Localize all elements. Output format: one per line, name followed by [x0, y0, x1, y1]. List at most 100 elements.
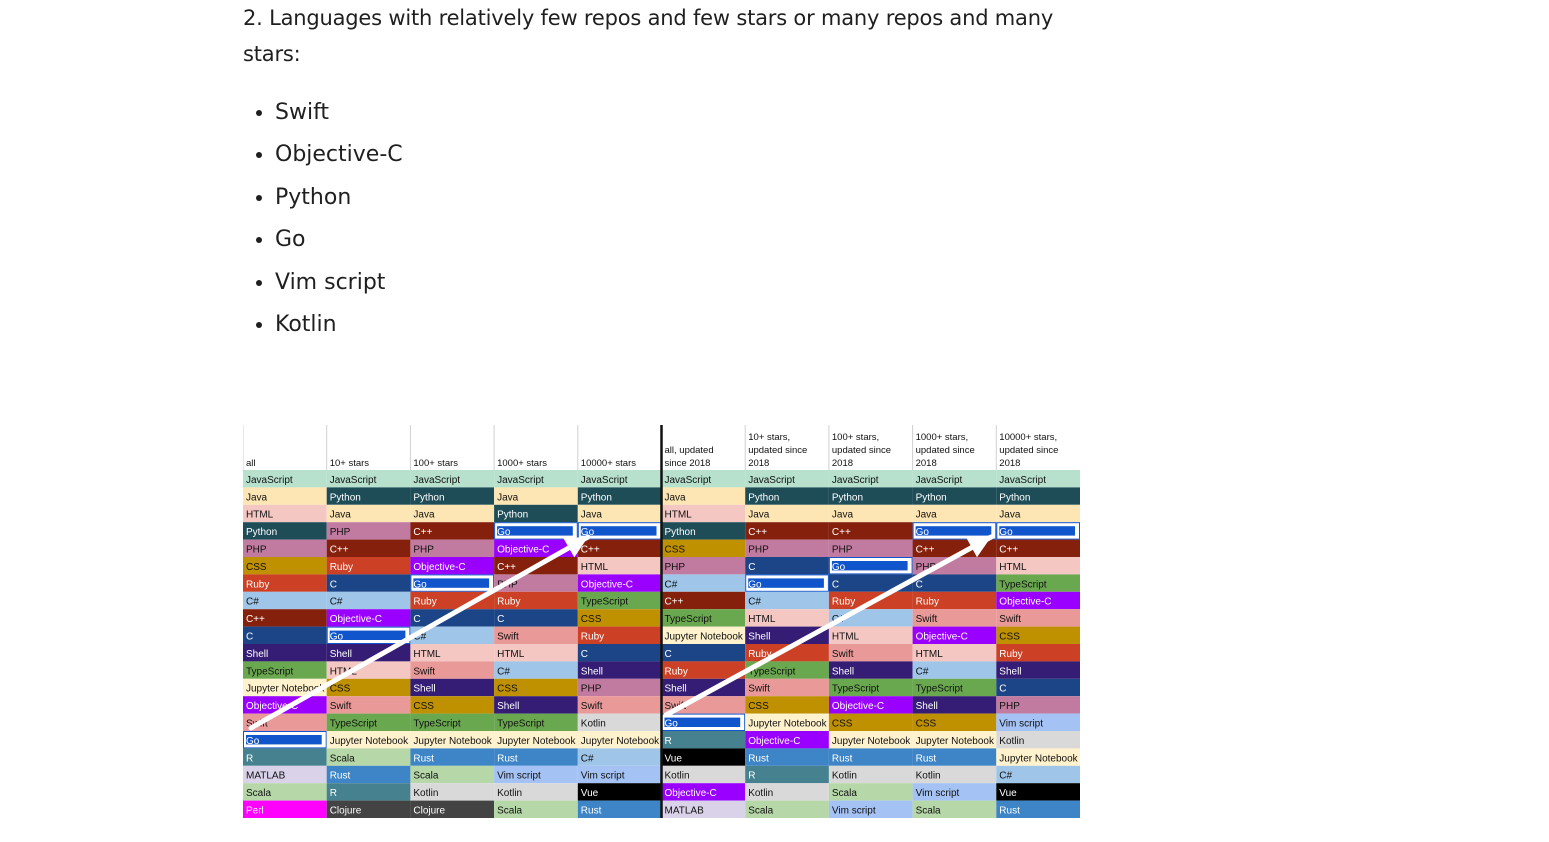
- table-cell-label: R: [246, 753, 253, 764]
- table-cell-label: JavaScript: [497, 475, 544, 486]
- table-cell: [577, 591, 662, 610]
- table-cell: [996, 557, 1080, 575]
- table-cell: [410, 783, 495, 801]
- table-cell: [494, 696, 578, 714]
- table-cell-label: HTML: [999, 562, 1027, 573]
- column-header-label: updated since: [916, 445, 975, 456]
- table-cell-label: Jupyter Notebook: [832, 736, 911, 747]
- table-cell: [996, 591, 1080, 610]
- table-cell: [243, 765, 327, 784]
- table-cell-label: Jupyter Notebook: [999, 753, 1078, 764]
- table-cell-label: Python: [330, 492, 361, 503]
- table-cell-label: Swift: [413, 666, 435, 677]
- table-cell: [577, 539, 662, 557]
- table-cell: [494, 626, 578, 644]
- table-cell: [326, 591, 411, 610]
- table-cell-label: Jupyter Notebook: [748, 719, 827, 730]
- table-cell-label: TypeScript: [330, 719, 377, 730]
- table-cell-label: HTML: [665, 510, 693, 521]
- table-cell: [828, 765, 913, 784]
- table-cell-label: Java: [413, 510, 435, 521]
- table-cell: [745, 557, 829, 575]
- table-cell: [996, 696, 1080, 714]
- table-cell: [661, 644, 746, 662]
- table-cell-label: Vue: [665, 753, 683, 764]
- column-header-label: 100+ stars: [413, 458, 458, 469]
- table-cell-label: CSS: [832, 719, 853, 730]
- table-cell: [828, 800, 913, 818]
- table-cell-label: JavaScript: [665, 475, 712, 486]
- table-cell: [243, 678, 327, 697]
- table-cell: [996, 765, 1080, 784]
- table-cell-label: Ruby: [748, 649, 771, 660]
- table-cell-label: JavaScript: [330, 475, 377, 486]
- table-cell-label: Objective-C: [748, 736, 800, 747]
- language-list-item: Objective-C: [275, 134, 403, 176]
- table-cell: [745, 696, 829, 714]
- table-cell: [912, 609, 997, 627]
- table-cell-label: Python: [916, 492, 947, 503]
- table-cell-label: Shell: [999, 666, 1021, 677]
- table-cell: [745, 644, 829, 662]
- table-cell-label: Vim script: [581, 771, 625, 782]
- table-cell-label: Ruby: [581, 632, 604, 643]
- table-cell-label: Swift: [832, 649, 854, 660]
- language-list: Swift Objective-C Python Go Vim script K…: [243, 92, 403, 346]
- table-cell: [996, 539, 1080, 557]
- table-cell-label: Shell: [330, 649, 352, 660]
- table-cell: [661, 661, 746, 679]
- table-cell: [745, 504, 829, 523]
- table-cell: [577, 626, 662, 644]
- table-cell: [912, 783, 997, 801]
- table-cell-label: C++: [581, 545, 600, 556]
- highlight-bar: [246, 735, 322, 745]
- table-cell-label: CSS: [413, 701, 434, 712]
- table-cell: [410, 731, 495, 749]
- table-cell-label: Shell: [832, 666, 854, 677]
- table-cell: [912, 591, 997, 610]
- table-cell-label: Objective-C: [916, 632, 968, 643]
- table-cell-label: C: [330, 579, 337, 590]
- table-cell-label: PHP: [246, 545, 267, 556]
- table-cell: [494, 661, 578, 679]
- table-cell: [996, 661, 1080, 679]
- table-cell: [326, 731, 411, 749]
- highlight-bar: [831, 561, 908, 571]
- table-cell-label: Kotlin: [665, 771, 690, 782]
- table-cell: [661, 783, 746, 801]
- table-cell-label: Objective-C: [832, 701, 884, 712]
- table-cell-label: Objective-C: [665, 788, 717, 799]
- column-header-label: 10000+ stars,: [999, 432, 1057, 443]
- table-cell: [745, 765, 829, 784]
- column-header-label: 100+ stars,: [832, 432, 879, 443]
- table-cell-label: C#: [999, 771, 1012, 782]
- highlight-bar: [413, 578, 490, 588]
- column-header-label: all: [246, 458, 256, 469]
- table-cell: [912, 661, 997, 679]
- table-cell-label: Clojure: [330, 806, 362, 817]
- table-cell: [912, 504, 997, 523]
- table-cell: [745, 800, 829, 818]
- table-cell-label: Java: [497, 492, 519, 503]
- table-cell: [828, 522, 913, 540]
- highlight-bar: [497, 526, 573, 536]
- table-cell: [996, 731, 1080, 749]
- table-cell-label: Scala: [497, 806, 522, 817]
- ranking-table-svg: all JavaScript Java HTML Python PHP CSS Ruby C# C…: [243, 425, 1080, 818]
- table-cell-label: CSS: [246, 562, 267, 573]
- table-cell: [494, 800, 578, 818]
- table-cell-label: Shell: [916, 701, 938, 712]
- table-cell: [410, 800, 495, 818]
- column-header-label: since 2018: [665, 458, 711, 469]
- table-cell: [410, 609, 495, 627]
- table-cell-label: PHP: [748, 545, 769, 556]
- table-cell-label: Python: [999, 492, 1030, 503]
- table-cell: [577, 644, 662, 662]
- ranking-table-image: all JavaScript Java HTML Python PHP CSS Ruby C# C…: [243, 425, 1080, 818]
- table-cell-label: Rust: [916, 753, 937, 764]
- table-cell: [661, 696, 746, 714]
- table-cell-label: HTML: [581, 562, 609, 573]
- table-cell-label: Scala: [748, 806, 773, 817]
- table-cell-label: TypeScript: [665, 614, 712, 625]
- table-cell-label: Shell: [581, 666, 603, 677]
